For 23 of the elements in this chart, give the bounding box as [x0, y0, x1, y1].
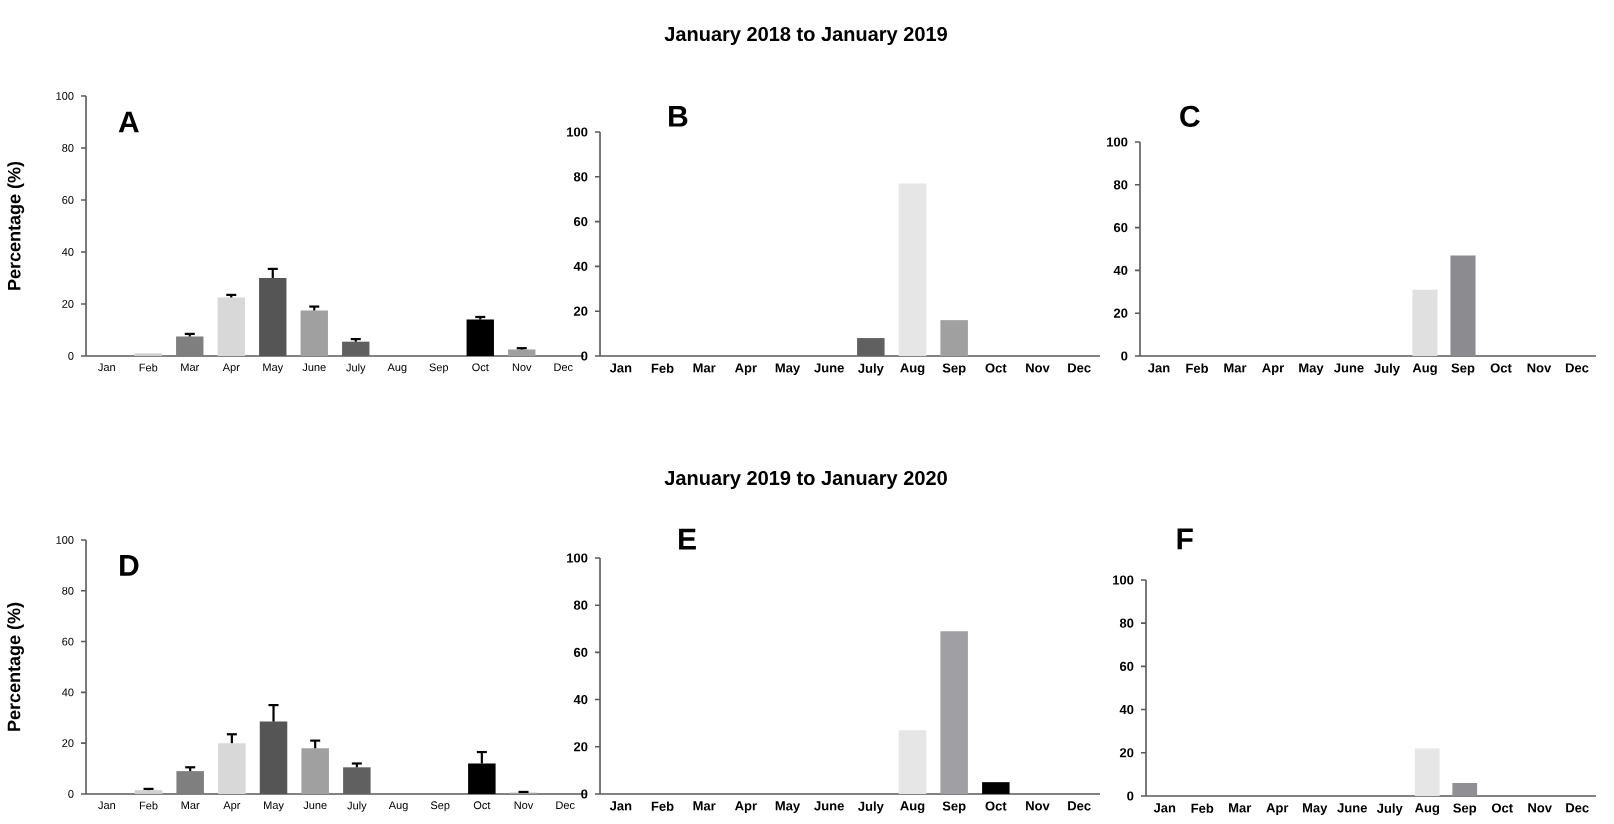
- text: E: [679, 528, 696, 550]
- bar: [466, 319, 494, 356]
- y-axis-title: Percentage (%): [7, 602, 24, 731]
- y-axis-title: Percentage (%): [7, 161, 25, 290]
- text: January 2018 to January 2019: [664, 26, 947, 46]
- text: F: [1177, 528, 1193, 550]
- text: January 2019 to January 2020: [664, 470, 947, 490]
- annotation: A: [118, 111, 139, 133]
- bar: [898, 183, 927, 356]
- text: C: [1180, 105, 1200, 127]
- bar: [218, 743, 246, 794]
- bar: [176, 336, 204, 356]
- annotation: D: [120, 555, 139, 576]
- bar: [301, 748, 329, 794]
- bar: [176, 771, 204, 794]
- bar: [940, 631, 968, 794]
- bar: [217, 297, 245, 356]
- bar: [982, 782, 1010, 794]
- bar: [898, 730, 927, 794]
- text: B: [669, 105, 688, 127]
- bar: [508, 349, 536, 356]
- bar: [940, 320, 968, 356]
- bar: [300, 310, 328, 356]
